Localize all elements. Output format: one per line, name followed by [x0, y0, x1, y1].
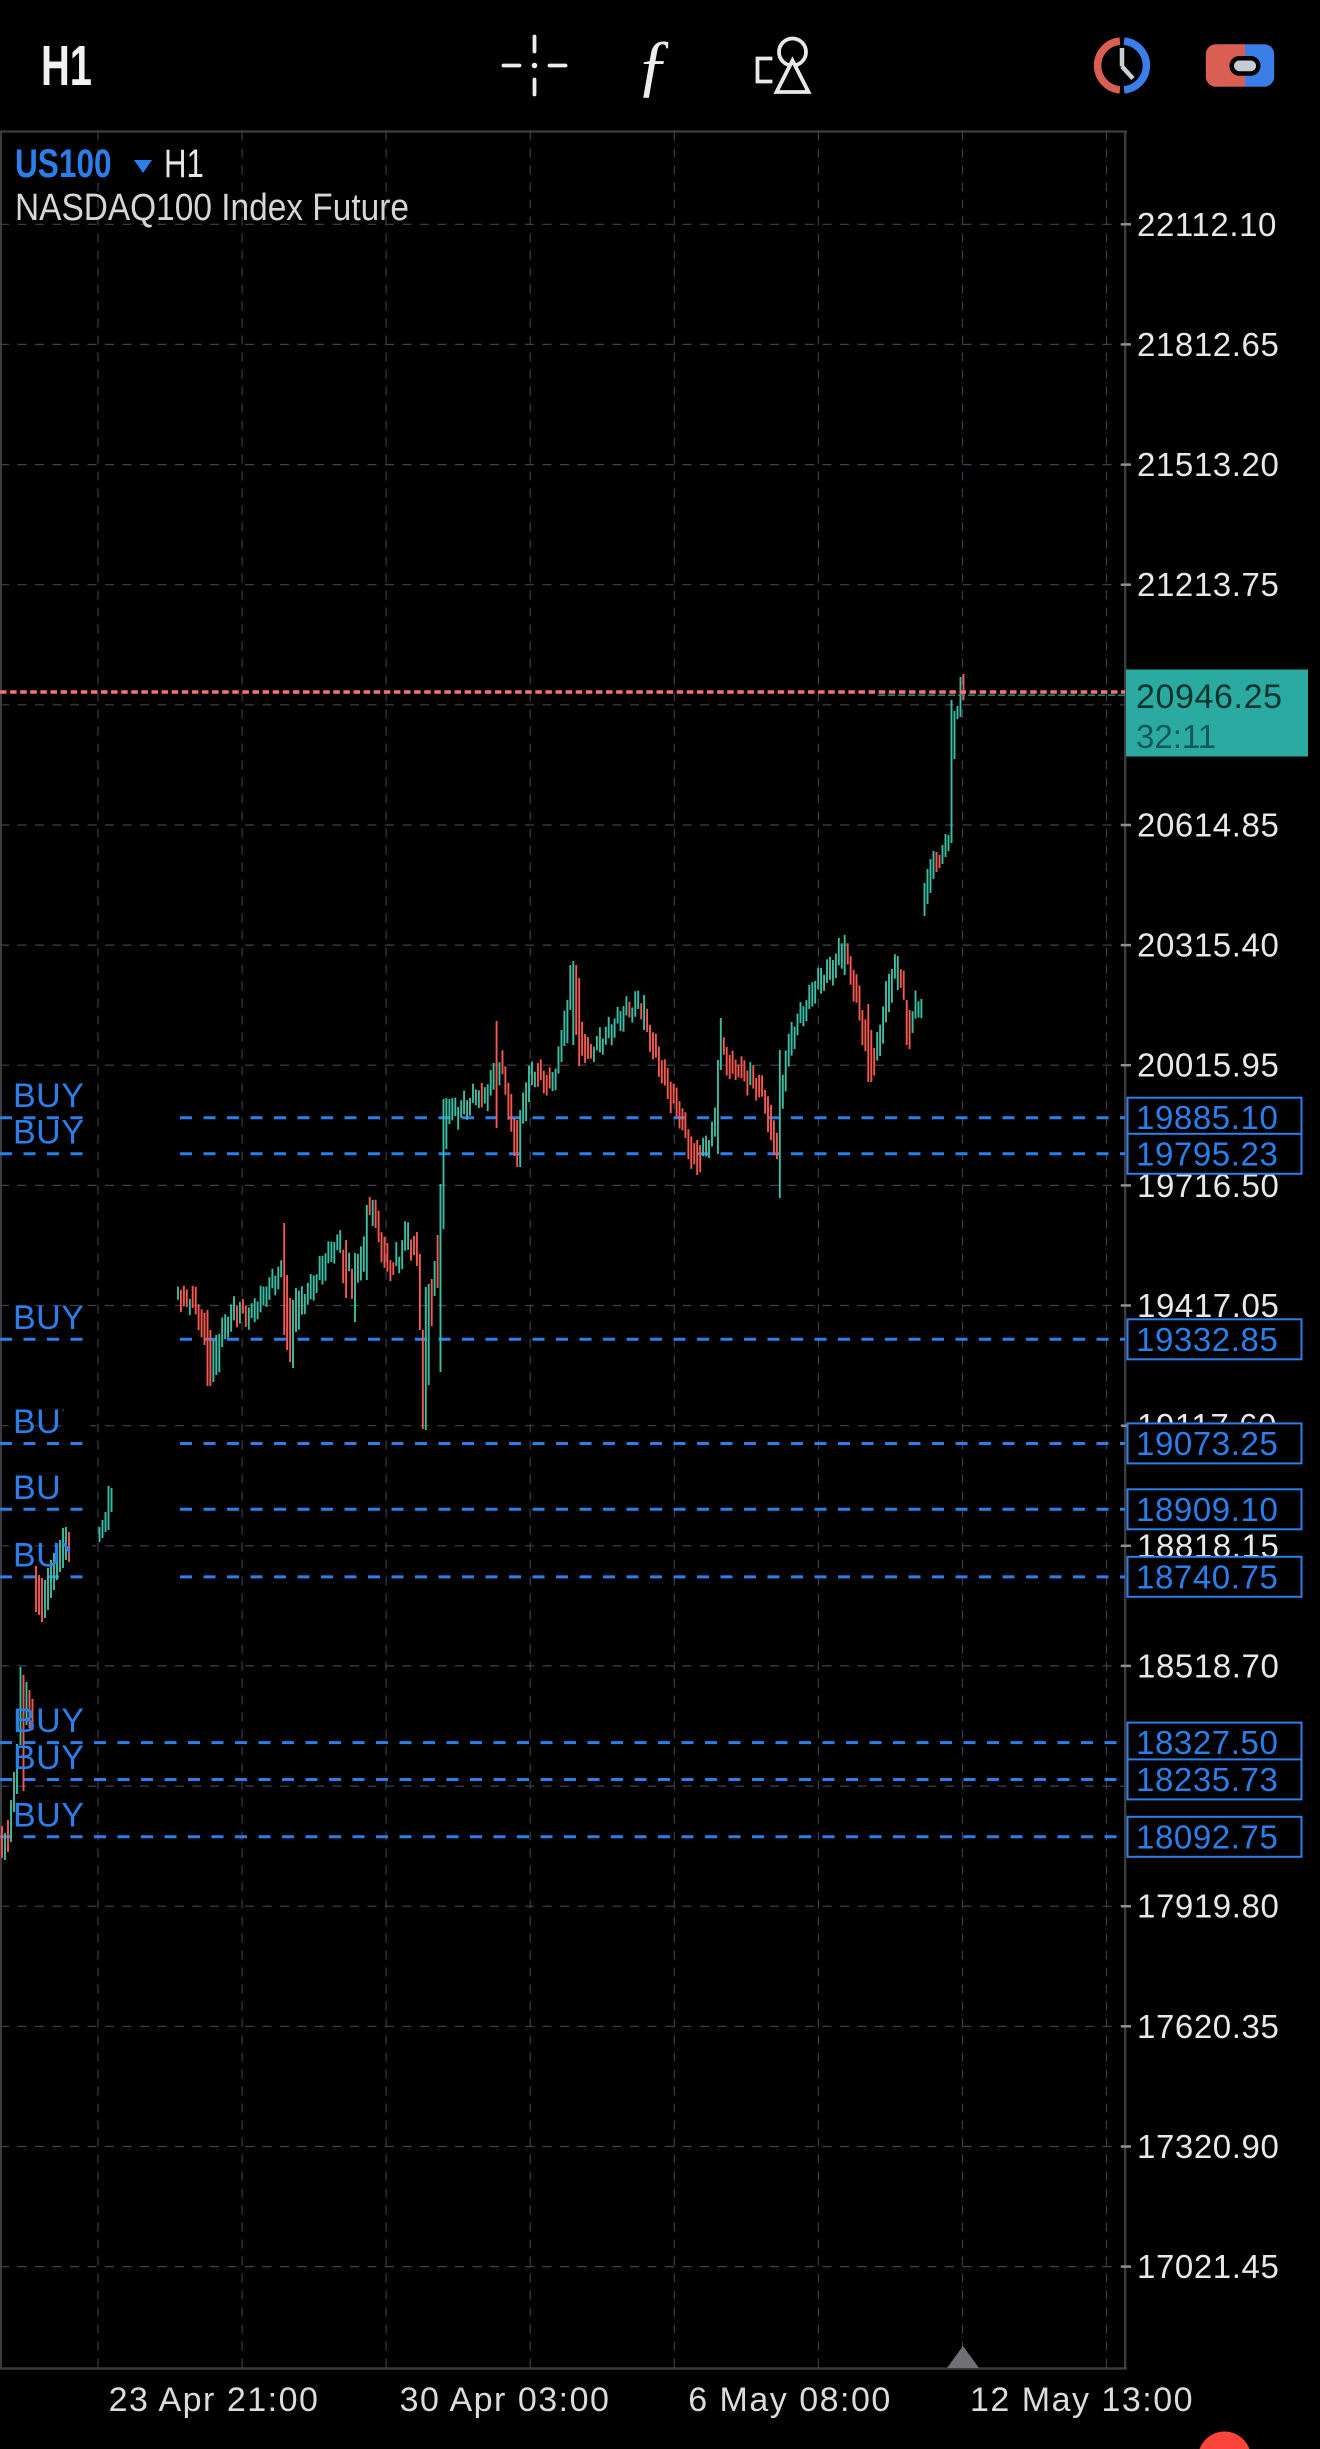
svg-text:ƒ: ƒ — [636, 27, 671, 104]
svg-text:20315.40: 20315.40 — [1137, 927, 1279, 964]
svg-text:18235.73: 18235.73 — [1136, 1761, 1278, 1798]
svg-text:NASDAQ100 Index Future: NASDAQ100 Index Future — [15, 186, 409, 228]
svg-text:21213.75: 21213.75 — [1137, 566, 1279, 603]
svg-text:17021.45: 17021.45 — [1137, 2248, 1279, 2285]
svg-text:21513.20: 21513.20 — [1137, 446, 1279, 483]
svg-text:22112.10: 22112.10 — [1137, 206, 1277, 243]
svg-text:18909.10: 18909.10 — [1136, 1491, 1278, 1528]
svg-text:18740.75: 18740.75 — [1136, 1558, 1278, 1595]
svg-text:BUY: BUY — [13, 1077, 84, 1115]
svg-text:17620.35: 17620.35 — [1137, 2008, 1279, 2045]
svg-text:19885.10: 19885.10 — [1136, 1099, 1278, 1136]
svg-text:19795.23: 19795.23 — [1136, 1135, 1278, 1172]
svg-text:BUY: BUY — [13, 1702, 84, 1740]
svg-text:18327.50: 18327.50 — [1136, 1724, 1278, 1761]
svg-text:BUY: BUY — [13, 1299, 84, 1337]
svg-text:18518.70: 18518.70 — [1137, 1647, 1279, 1684]
svg-text:BUY: BUY — [13, 1739, 84, 1777]
svg-text:18092.75: 18092.75 — [1136, 1818, 1278, 1855]
svg-text:32:11: 32:11 — [1136, 718, 1216, 755]
svg-text:H1: H1 — [41, 34, 92, 98]
svg-text:H1: H1 — [164, 141, 204, 186]
svg-text:6 May 08:00: 6 May 08:00 — [688, 2381, 892, 2419]
svg-text:BUY: BUY — [13, 1113, 84, 1151]
svg-text:17320.90: 17320.90 — [1137, 2128, 1279, 2165]
svg-text:21812.65: 21812.65 — [1137, 326, 1279, 363]
svg-text:20946.25: 20946.25 — [1136, 678, 1283, 716]
svg-text:US100: US100 — [15, 140, 112, 185]
svg-text:19417.05: 19417.05 — [1137, 1287, 1279, 1324]
svg-text:20015.95: 20015.95 — [1137, 1047, 1279, 1084]
svg-text:30 Apr 03:00: 30 Apr 03:00 — [400, 2381, 611, 2419]
svg-text:19073.25: 19073.25 — [1136, 1425, 1278, 1462]
svg-text:19332.85: 19332.85 — [1136, 1321, 1278, 1358]
svg-text:23 Apr 21:00: 23 Apr 21:00 — [109, 2381, 320, 2419]
svg-text:BUY: BUY — [13, 1796, 84, 1834]
svg-text:20614.85: 20614.85 — [1137, 807, 1279, 844]
svg-text:17919.80: 17919.80 — [1137, 1888, 1279, 1925]
svg-text:12 May 13:00: 12 May 13:00 — [970, 2381, 1194, 2419]
